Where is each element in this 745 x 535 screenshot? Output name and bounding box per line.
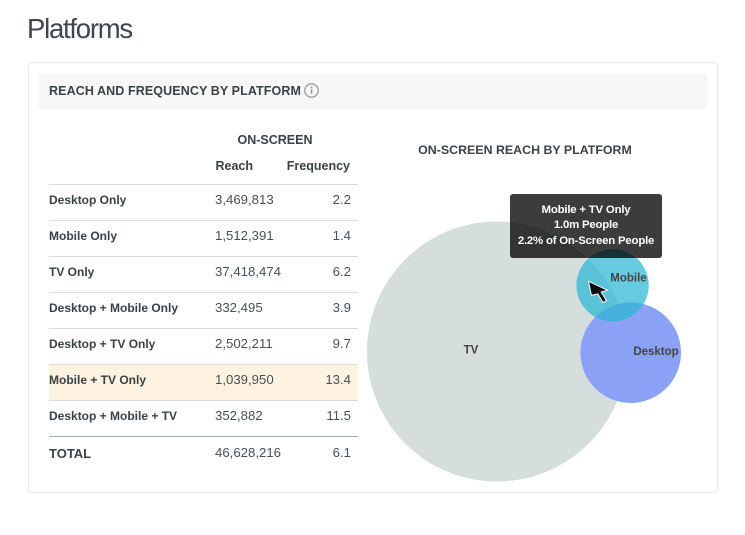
svg-text:TV: TV [464, 345, 479, 357]
svg-text:Desktop: Desktop [633, 346, 678, 358]
svg-text:Mobile: Mobile [610, 273, 646, 285]
